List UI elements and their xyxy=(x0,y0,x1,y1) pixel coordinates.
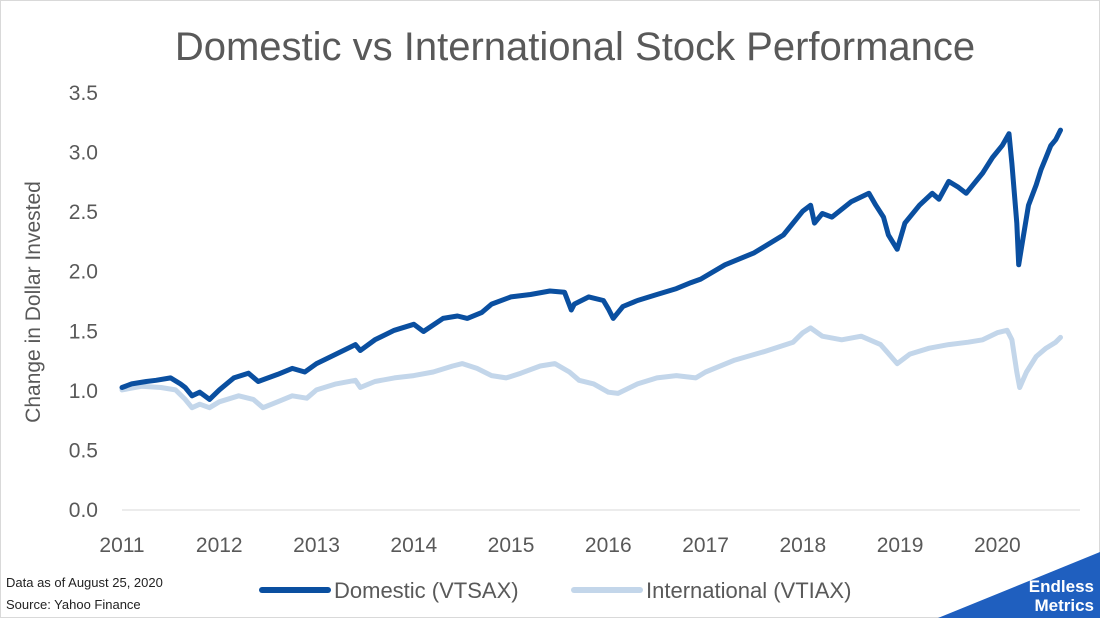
y-axis-ticks: 0.0 0.5 1.0 1.5 2.0 2.5 3.0 3.5 xyxy=(69,82,98,522)
x-tick-label: 2018 xyxy=(779,534,826,557)
series-lines xyxy=(119,127,1063,411)
legend-label-domestic: Domestic (VTSAX) xyxy=(334,578,519,603)
y-axis-label: Change in Dollar Invested xyxy=(22,181,45,423)
footnote-date: Data as of August 25, 2020 xyxy=(6,575,163,590)
footnote-source: Source: Yahoo Finance xyxy=(6,597,141,612)
y-tick-label: 3.5 xyxy=(69,82,98,105)
x-tick-label: 2013 xyxy=(293,534,340,557)
logo-line2: Metrics xyxy=(1034,596,1094,615)
logo-triangle xyxy=(938,552,1100,618)
legend-label-international: International (VTIAX) xyxy=(646,578,851,603)
chart-title: Domestic vs International Stock Performa… xyxy=(175,25,975,69)
x-tick-label: 2015 xyxy=(488,534,535,557)
y-tick-label: 3.0 xyxy=(69,142,98,165)
y-tick-label: 2.5 xyxy=(69,201,98,224)
x-axis-ticks: 2011 2012 2013 2014 2015 2016 2017 2018 2019 2020 xyxy=(99,534,1020,557)
legend: Domestic (VTSAX) International (VTIAX) xyxy=(259,578,851,603)
x-tick-label: 2020 xyxy=(974,534,1021,557)
logo-line1: Endless xyxy=(1029,577,1094,596)
endless-metrics-logo: Endless Metrics xyxy=(938,552,1100,618)
x-tick-label: 2012 xyxy=(196,534,243,557)
series-line-international xyxy=(119,325,1063,411)
x-tick-label: 2011 xyxy=(99,534,144,557)
y-tick-label: 2.0 xyxy=(69,261,98,284)
y-tick-label: 1.5 xyxy=(69,320,98,343)
y-tick-label: 0.5 xyxy=(69,439,98,462)
y-tick-label: 0.0 xyxy=(69,499,98,522)
x-tick-label: 2016 xyxy=(585,534,632,557)
x-tick-label: 2014 xyxy=(390,534,437,557)
x-tick-label: 2017 xyxy=(682,534,729,557)
series-line-domestic xyxy=(119,127,1063,402)
y-tick-label: 1.0 xyxy=(69,380,98,403)
x-tick-label: 2019 xyxy=(877,534,924,557)
